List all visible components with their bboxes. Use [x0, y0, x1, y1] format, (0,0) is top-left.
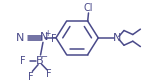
Text: F: F — [51, 34, 57, 44]
Text: F: F — [20, 56, 26, 66]
Text: Cl: Cl — [84, 4, 93, 13]
Text: F: F — [46, 69, 51, 79]
Text: N: N — [16, 33, 24, 43]
Text: N: N — [113, 33, 121, 43]
Text: −: − — [40, 52, 47, 61]
Text: F: F — [28, 72, 34, 82]
Text: B: B — [36, 56, 43, 66]
Text: +: + — [44, 29, 51, 38]
Text: N: N — [40, 32, 48, 42]
